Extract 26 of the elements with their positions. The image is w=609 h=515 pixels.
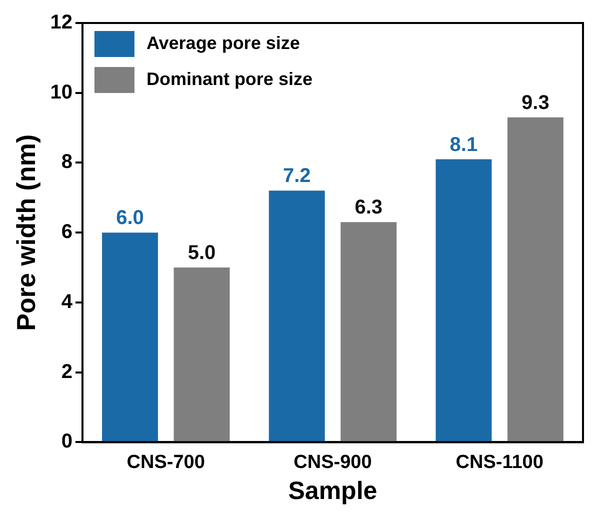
y-tick-label: 10: [50, 81, 72, 104]
y-tick-label: 8: [61, 151, 72, 174]
data-label: 9.3: [522, 92, 550, 114]
y-axis-title: Pore width (nm): [10, 134, 41, 331]
y-tick-label: 12: [50, 12, 72, 34]
bar: [102, 232, 158, 442]
y-tick-label: 2: [61, 360, 72, 383]
bar: [174, 268, 230, 442]
data-label: 5.0: [188, 242, 216, 264]
data-label: 8.1: [450, 134, 478, 156]
bar: [507, 117, 564, 442]
x-axis-title: Sample: [288, 476, 378, 505]
x-tick-label: CNS-700: [126, 452, 205, 473]
legend-label: Dominant pore size: [146, 68, 312, 89]
legend-label: Average pore size: [146, 32, 300, 53]
x-tick-label: CNS-1100: [456, 452, 544, 473]
data-label: 7.2: [282, 165, 311, 188]
bar: [268, 190, 325, 442]
bar: [436, 159, 492, 442]
data-label: 6.0: [116, 207, 144, 230]
y-tick-label: 6: [61, 221, 72, 244]
x-tick-label: CNS-900: [294, 452, 372, 473]
bar: [340, 222, 397, 442]
data-label: 6.3: [354, 196, 382, 219]
y-tick-label: 4: [61, 290, 74, 313]
y-tick-label: 0: [61, 430, 72, 453]
